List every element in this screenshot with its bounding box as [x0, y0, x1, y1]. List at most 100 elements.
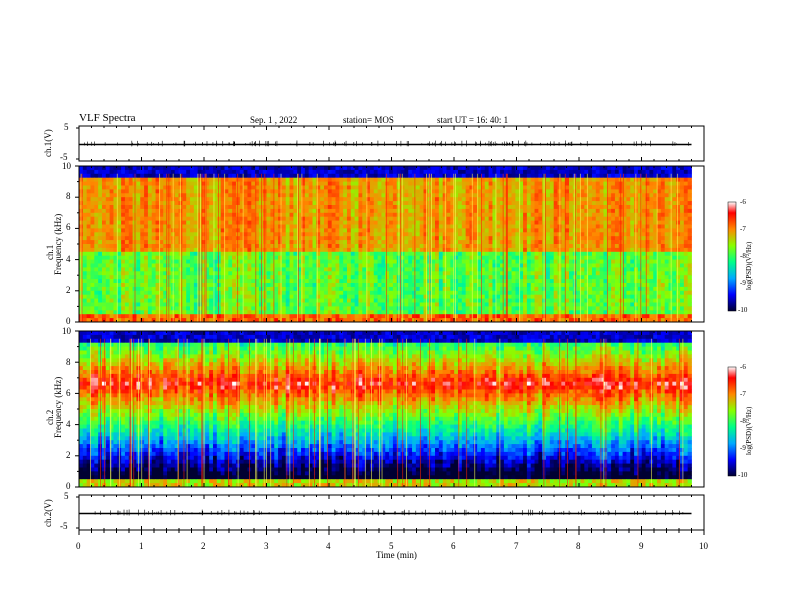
spectrogram-cell: [182, 255, 187, 260]
spectrogram-cell: [324, 185, 329, 190]
spectrogram-cell: [412, 189, 417, 194]
spectrogram-cell: [266, 181, 271, 186]
spectrogram-cell: [408, 212, 413, 218]
spectrogram-cell: [109, 189, 114, 194]
spectrogram-cell: [174, 275, 179, 280]
spectrogram-cell: [392, 236, 398, 241]
spectrogram-cell: [251, 208, 256, 214]
spectrogram-cell: [151, 177, 156, 182]
spectrogram-cell: [641, 189, 646, 194]
spectrogram-cell: [101, 259, 107, 264]
spectrogram-cell: [496, 275, 501, 280]
spectrogram-cell: [622, 205, 627, 210]
spectrogram-cell: [400, 259, 405, 264]
spectrogram-cell: [212, 224, 218, 229]
spectrogram-cell: [473, 212, 478, 218]
spectrogram-cell: [243, 185, 248, 190]
spectrogram-cell: [243, 216, 248, 221]
spectrogram-cell: [201, 177, 206, 182]
spectrogram-cell: [538, 181, 543, 186]
spectrogram-cell: [101, 166, 107, 171]
spectrogram-cell: [193, 193, 199, 198]
spectrogram-cell: [507, 275, 512, 280]
spectrogram-cell: [128, 181, 133, 186]
spectrogram-cell: [285, 197, 290, 202]
spectrogram-cell: [415, 166, 421, 171]
spectrogram-cell: [637, 224, 643, 229]
spectrogram-cell: [450, 177, 455, 182]
spectrogram-cell: [232, 166, 237, 171]
spectrogram-cell: [98, 208, 103, 214]
spectrogram-cell: [270, 212, 275, 218]
spectrogram-cell: [113, 232, 118, 237]
spectrogram-cell: [281, 205, 287, 210]
spectrogram-cell: [492, 267, 497, 272]
spectrogram-cell: [247, 169, 252, 175]
spectrogram-cell: [205, 244, 210, 249]
spectrogram-cell: [419, 212, 424, 218]
spectrogram-cell: [591, 271, 597, 276]
spectrogram-cell: [595, 169, 601, 175]
spectrogram-cell: [626, 216, 631, 221]
spectrogram-cell: [515, 240, 520, 245]
spectrogram-cell: [312, 279, 317, 284]
spectrogram-cell: [174, 236, 179, 241]
spectrogram-cell: [281, 228, 287, 233]
spectrogram-cell: [159, 205, 164, 210]
spectrogram-cell: [519, 185, 524, 190]
spectrogram-cell: [163, 263, 168, 268]
spectrogram-cell: [190, 205, 195, 210]
spectrogram-cell: [435, 240, 440, 245]
spectrogram-cell: [147, 212, 153, 218]
spectrogram-cell: [630, 173, 635, 179]
spectrogram-cell: [121, 267, 126, 272]
spectrogram-cell: [400, 181, 405, 186]
spectrogram-cell: [438, 169, 444, 175]
spectrogram-cell: [660, 263, 666, 268]
spectrogram-cell: [415, 205, 421, 210]
spectrogram-cell: [637, 185, 643, 190]
spectrogram-cell: [607, 181, 612, 186]
spectrogram-cell: [90, 197, 95, 202]
spectrogram-cell: [128, 267, 133, 272]
spectrogram-cell: [676, 205, 681, 210]
spectrogram-cell: [435, 224, 440, 229]
spectrogram-cell: [224, 185, 229, 190]
spectrogram-cell: [438, 244, 444, 249]
spectrogram-cell: [676, 189, 681, 194]
spectrogram-cell: [270, 232, 275, 237]
spectrogram-cell: [174, 201, 179, 206]
spectrogram-cell: [255, 208, 260, 214]
spectrogram-cell: [278, 255, 283, 260]
spectrogram-cell: [588, 232, 593, 237]
spectrogram-cell: [588, 189, 593, 194]
spectrogram-cell: [94, 279, 99, 284]
spectrogram-cell: [392, 216, 398, 221]
spectrogram-cell: [683, 244, 689, 249]
spectrogram-cell: [109, 212, 114, 218]
spectrogram-cell: [591, 247, 597, 253]
spectrogram-cell: [614, 197, 620, 202]
spectrogram-cell: [515, 236, 520, 241]
spectrogram-cell: [680, 259, 685, 264]
spectrogram-cell: [331, 267, 336, 272]
spectrogram-cell: [435, 166, 440, 171]
spectrogram-cell: [228, 216, 233, 221]
spectrogram-cell: [553, 177, 558, 182]
spectrogram-cell: [105, 216, 111, 221]
spectrogram-cell: [473, 244, 478, 249]
spectrogram-cell: [197, 177, 202, 182]
spectrogram-cell: [293, 185, 298, 190]
spectrogram-cell: [538, 208, 543, 214]
spectrogram-cell: [649, 275, 654, 280]
spectrogram-cell: [212, 251, 218, 257]
spectrogram-cell: [465, 228, 470, 233]
spectrogram-cell: [603, 228, 608, 233]
spectrogram-cell: [385, 251, 390, 257]
spectrogram-cell: [534, 197, 539, 202]
spectrogram-cell: [144, 193, 149, 198]
spectrogram-cell: [435, 255, 440, 260]
spectrogram-cell: [519, 189, 524, 194]
spectrogram-cell: [492, 212, 497, 218]
spectrogram-cell: [637, 267, 643, 272]
